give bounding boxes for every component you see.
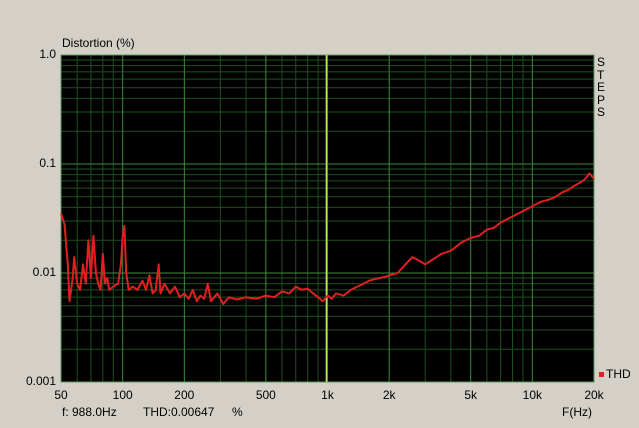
x-tick-label: 500 bbox=[256, 388, 276, 402]
x-tick-label: 20k bbox=[584, 388, 604, 402]
plot-border bbox=[60, 54, 595, 383]
y-tick-label: 0.001 bbox=[26, 374, 56, 388]
x-tick-label: 10k bbox=[523, 388, 543, 402]
x-tick-label: 1k bbox=[321, 388, 335, 402]
y-tick-label: 1.0 bbox=[39, 47, 56, 61]
status-thd: THD:0.00647 bbox=[143, 405, 215, 419]
x-tick-label: 2k bbox=[383, 388, 397, 402]
line-series bbox=[60, 172, 595, 305]
status-freq: f: 988.0Hz bbox=[62, 405, 117, 419]
status-unit: % bbox=[232, 405, 243, 419]
x-tick-label: 200 bbox=[174, 388, 194, 402]
y-tick-label: 0.01 bbox=[33, 265, 57, 279]
x-tick-label: 50 bbox=[54, 388, 68, 402]
side-label: STEPS bbox=[597, 55, 606, 119]
legend-swatch bbox=[599, 372, 604, 377]
x-axis-label: F(Hz) bbox=[562, 405, 592, 419]
y-tick-label: 0.1 bbox=[39, 156, 56, 170]
x-tick-label: 100 bbox=[113, 388, 133, 402]
x-tick-label: 5k bbox=[464, 388, 478, 402]
chart-title: Distortion (%) bbox=[62, 36, 135, 50]
legend-label: THD bbox=[606, 367, 631, 381]
